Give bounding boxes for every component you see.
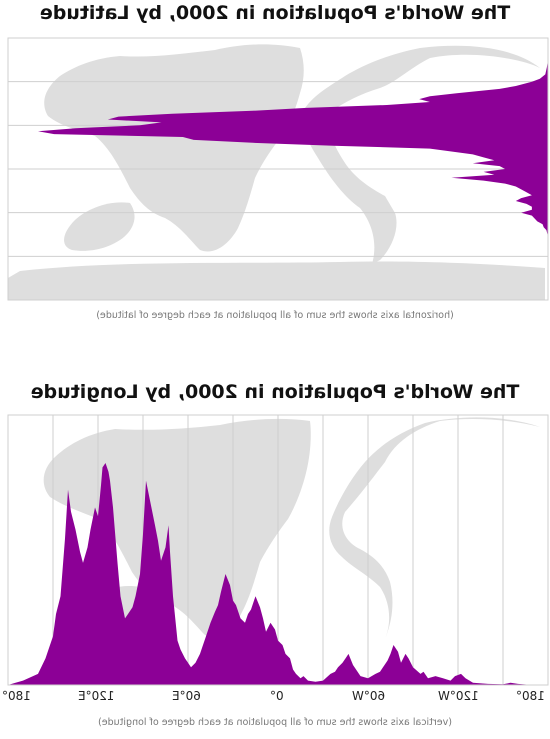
americas-shape-2: [329, 417, 540, 639]
latitude-grid: [8, 81, 548, 257]
eurasia-africa-shape-2: [43, 418, 311, 637]
longitude-tick-label: 180°: [516, 689, 545, 703]
longitude-tick-label: 60°E: [172, 689, 201, 703]
latitude-chart-note: (horizontal axis shows the sum of all po…: [96, 310, 454, 321]
longitude-chart: [7, 414, 549, 686]
latitude-chart: [7, 37, 549, 301]
longitude-chart-note: (vertical axis shows the sum of all popu…: [98, 717, 452, 728]
longitude-chart-title: The World's Population in 2000, by Longi…: [30, 381, 520, 403]
latitude-chart-title: The World's Population in 2000, by Latit…: [39, 2, 511, 24]
longitude-tick-label: 60°W: [352, 689, 386, 703]
latitude-population-area: [38, 59, 548, 250]
longitude-tick-label: 0°: [270, 689, 284, 703]
antarctica-shape: [8, 261, 545, 300]
eurasia-africa-shape: [44, 44, 304, 252]
longitude-tick-label: 120°E: [78, 689, 115, 703]
longitude-tick-label: 180°: [2, 689, 31, 703]
australia-shape: [64, 202, 135, 251]
longitude-tick-label: 120°W: [438, 689, 479, 703]
longitude-population-area: [8, 463, 548, 685]
longitude-chart-frame: [7, 414, 549, 686]
latitude-chart-frame: [7, 37, 549, 301]
americas-shape: [303, 45, 540, 265]
